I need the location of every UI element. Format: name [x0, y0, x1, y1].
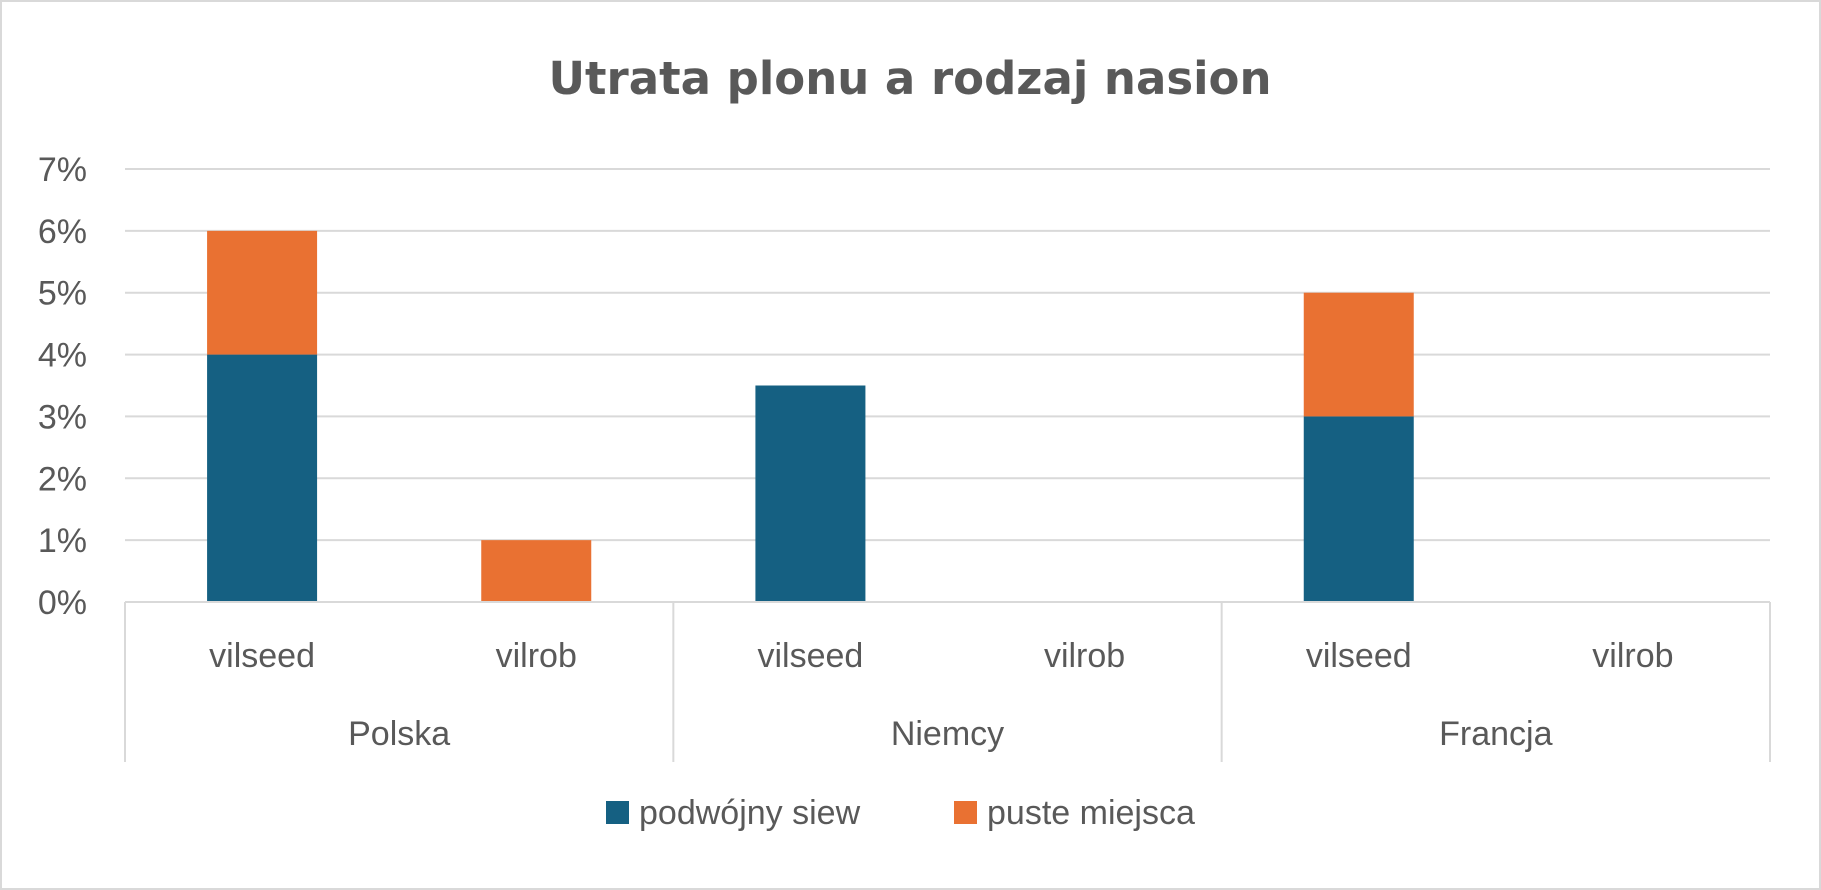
x-category-label: vilrob — [1592, 637, 1673, 675]
y-tick-label: 3% — [38, 398, 87, 436]
bar-0-1-series-1 — [481, 540, 592, 602]
x-group-label: Francja — [1439, 715, 1552, 753]
bar-0-0-series-1 — [207, 230, 318, 355]
bar-2-0-series-0 — [1303, 416, 1414, 602]
y-tick-label: 0% — [38, 584, 87, 622]
bar-1-0-series-0 — [755, 385, 866, 602]
chart-title: Utrata plonu a rodzaj nasion — [548, 52, 1271, 105]
y-tick-label: 1% — [38, 522, 87, 560]
x-group-label: Niemcy — [891, 715, 1004, 753]
bars-layer — [207, 230, 1414, 602]
y-tick-label: 6% — [38, 213, 87, 251]
y-tick-label: 5% — [38, 275, 87, 313]
y-tick-label: 7% — [38, 151, 87, 189]
x-group-label: Polska — [348, 715, 450, 753]
legend-swatch — [606, 801, 629, 824]
bar-0-0-series-0 — [207, 354, 318, 602]
x-category-label: vilrob — [1044, 637, 1125, 675]
legend-label: puste miejsca — [987, 794, 1195, 832]
grid-layer — [125, 168, 1770, 542]
legend: podwójny siew puste miejsca — [606, 794, 1195, 832]
x-category-label: vilseed — [209, 637, 315, 675]
y-tick-label: 4% — [38, 337, 87, 375]
axis-layer: 0% 1% 2% 3% 4% 5% 6% 7% vilseed vilrob vilseed vilr… — [38, 151, 1771, 762]
legend-swatch — [954, 801, 977, 824]
y-tick-label: 2% — [38, 460, 87, 498]
legend-label: podwójny siew — [639, 794, 861, 832]
x-category-label: vilseed — [757, 637, 863, 675]
bar-2-0-series-1 — [1303, 292, 1414, 417]
x-category-label: vilrob — [496, 637, 577, 675]
x-category-label: vilseed — [1306, 637, 1412, 675]
